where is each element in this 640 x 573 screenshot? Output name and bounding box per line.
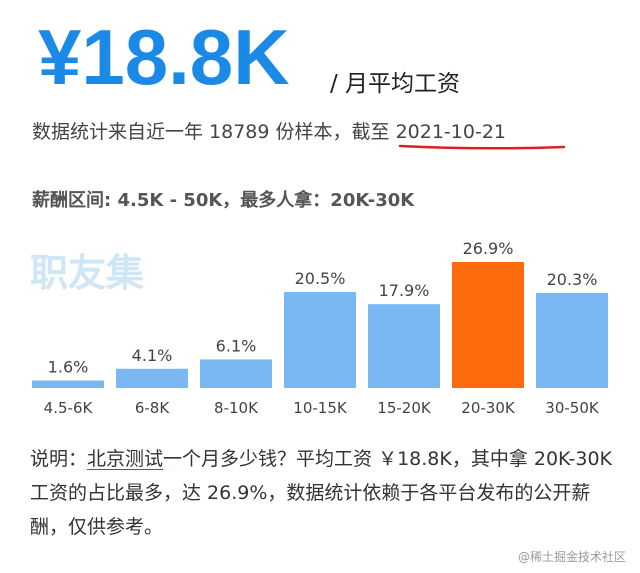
bar-8-10K [200, 359, 272, 388]
average-salary-unit: / 月平均工资 [330, 71, 461, 97]
value-label-15-20K: 17.9% [379, 281, 430, 300]
bar-15-20K [368, 304, 440, 388]
bar-6-8K [116, 368, 188, 388]
category-label-15-20K: 15-20K [377, 399, 432, 417]
explanation-note: 说明：北京测试一个月多少钱？平均工资 ￥18.8K，其中拿 20K-30K 工资… [30, 442, 620, 544]
sample-info: 数据统计来自近一年 18789 份样本，截至 2021-10-21 [32, 117, 506, 144]
bar-30-50K [536, 292, 608, 388]
sample-count-text: 数据统计来自近一年 18789 份样本， [32, 121, 352, 143]
corner-watermark: @稀土掘金技术社区 [517, 550, 626, 564]
category-label-20-30K: 20-30K [461, 399, 516, 417]
value-label-20-30K: 26.9% [463, 239, 514, 258]
value-label-6-8K: 4.1% [132, 346, 173, 365]
note-city-job-link[interactable]: 北京测试 [87, 448, 164, 470]
value-label-10-15K: 20.5% [295, 269, 346, 288]
note-prefix: 说明： [30, 448, 88, 470]
value-label-4.5-6K: 1.6% [48, 358, 89, 377]
cutoff-date-text: 截至 2021-10-21 [351, 121, 506, 143]
category-label-30-50K: 30-50K [545, 399, 600, 417]
value-label-30-50K: 20.3% [547, 270, 598, 289]
note-body: 一个月多少钱？平均工资 ￥18.8K，其中拿 20K-30K 工资的占比最多，达… [30, 448, 613, 538]
bar-20-30K [452, 262, 524, 388]
bar-4.5-6K [32, 380, 104, 388]
category-label-8-10K: 8-10K [214, 399, 259, 417]
salary-range-info: 薪酬区间: 4.5K - 50K，最多人拿：20K-30K [32, 190, 415, 211]
bar-10-15K [284, 291, 356, 388]
date-red-underline [398, 144, 566, 150]
category-label-10-15K: 10-15K [293, 399, 348, 417]
average-salary-amount: ¥18.8K [38, 13, 290, 101]
brand-watermark: 职友集 [30, 251, 145, 295]
category-label-6-8K: 6-8K [135, 399, 170, 417]
category-label-4.5-6K: 4.5-6K [44, 399, 94, 417]
salary-distribution-chart: 1.6% 4.5-6K 4.1% 6-8K 6.1% 8-10K 20.5% 10-15K 17… [32, 239, 608, 417]
value-label-8-10K: 6.1% [216, 336, 257, 355]
